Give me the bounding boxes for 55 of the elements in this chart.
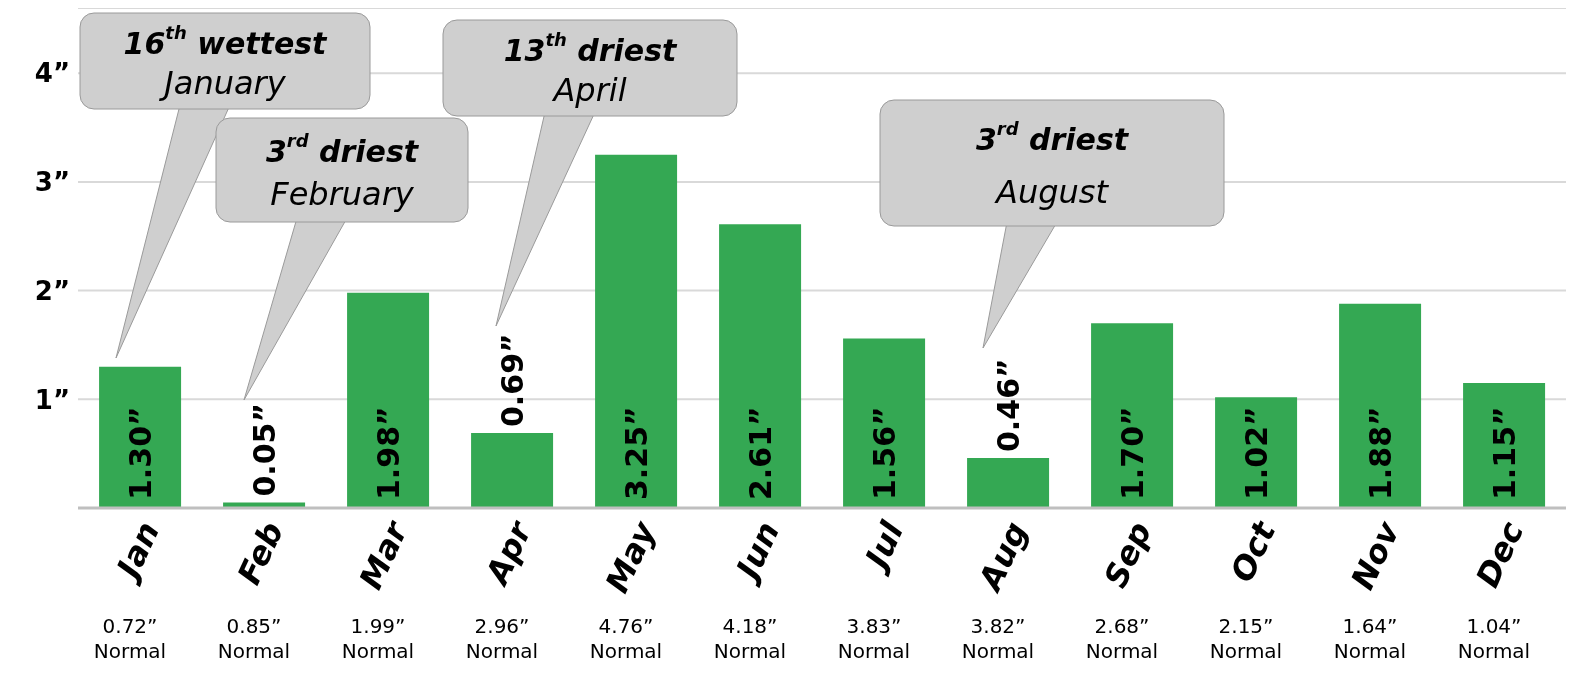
data-label: 1.98” (370, 406, 406, 500)
x-tick-label: Sep (1096, 515, 1160, 594)
text: 1.64” Normal (1333, 614, 1407, 663)
data-label: 0.46” (990, 358, 1026, 452)
x-tick-label: May (597, 514, 664, 599)
speech-bubble: 13$^{th}$ driest April (442, 19, 738, 327)
x-tick-label: Oct (1222, 514, 1284, 588)
text: 4.76” Normal (589, 614, 663, 663)
data-label: 1.30” (122, 406, 158, 500)
data-label: 1.70” (1114, 406, 1150, 500)
bar (843, 338, 926, 508)
data-label: 1.15” (1486, 406, 1522, 500)
y-tick-label: 1” (34, 384, 70, 415)
text: 1.99” Normal (341, 614, 415, 663)
text: 2.68” Normal (1085, 614, 1159, 663)
x-tick-label: Mar (351, 513, 417, 595)
x-tick-label: Aug (969, 515, 1036, 599)
x-tick-label: Jun (725, 515, 788, 590)
bar (1463, 383, 1546, 508)
data-label: 1.88” (1362, 406, 1398, 500)
data-label: 2.61” (742, 406, 778, 500)
x-tick-label: Jul (854, 515, 912, 579)
x-tick-label: Dec (1468, 515, 1532, 593)
data-label: 1.02” (1238, 406, 1274, 500)
bar (967, 458, 1050, 508)
y-tick-label: 3” (34, 167, 70, 198)
text: 3.83” Normal (837, 614, 911, 663)
x-tick-label: Apr (476, 513, 541, 593)
x-tick-label: Feb (229, 515, 292, 591)
text: 0.85” Normal (217, 614, 291, 663)
text: 2.15” Normal (1209, 614, 1283, 663)
annotation: 3$^{rd}$ driest February (265, 129, 420, 213)
data-label: 0.69” (494, 333, 530, 427)
y-tick-label: 4” (34, 58, 70, 89)
bar (719, 224, 802, 508)
annotation: 16$^{th}$ wettest January (123, 22, 329, 102)
y-tick-label: 2” (34, 275, 70, 306)
text: 4.18” Normal (713, 614, 787, 663)
bar (99, 366, 182, 508)
data-label: 0.05” (246, 402, 282, 497)
annotation: 3$^{rd}$ driest August (975, 118, 1130, 211)
x-tick-label: Jan (106, 515, 168, 589)
speech-bubble: 3$^{rd}$ driest February (215, 117, 469, 401)
bar (1339, 303, 1422, 508)
text: 2.96” Normal (465, 614, 539, 663)
data-label: 1.56” (866, 406, 902, 500)
annotation: 13$^{th}$ driest April (503, 29, 679, 109)
text: 1.04” Normal (1457, 614, 1531, 663)
bar (471, 433, 554, 508)
x-tick-label: Nov (1343, 514, 1408, 596)
bar (595, 154, 678, 508)
text: 0.72” Normal (93, 614, 167, 663)
text: 3.82” Normal (961, 614, 1035, 663)
bar (1091, 323, 1174, 508)
data-label: 3.25” (618, 406, 654, 500)
